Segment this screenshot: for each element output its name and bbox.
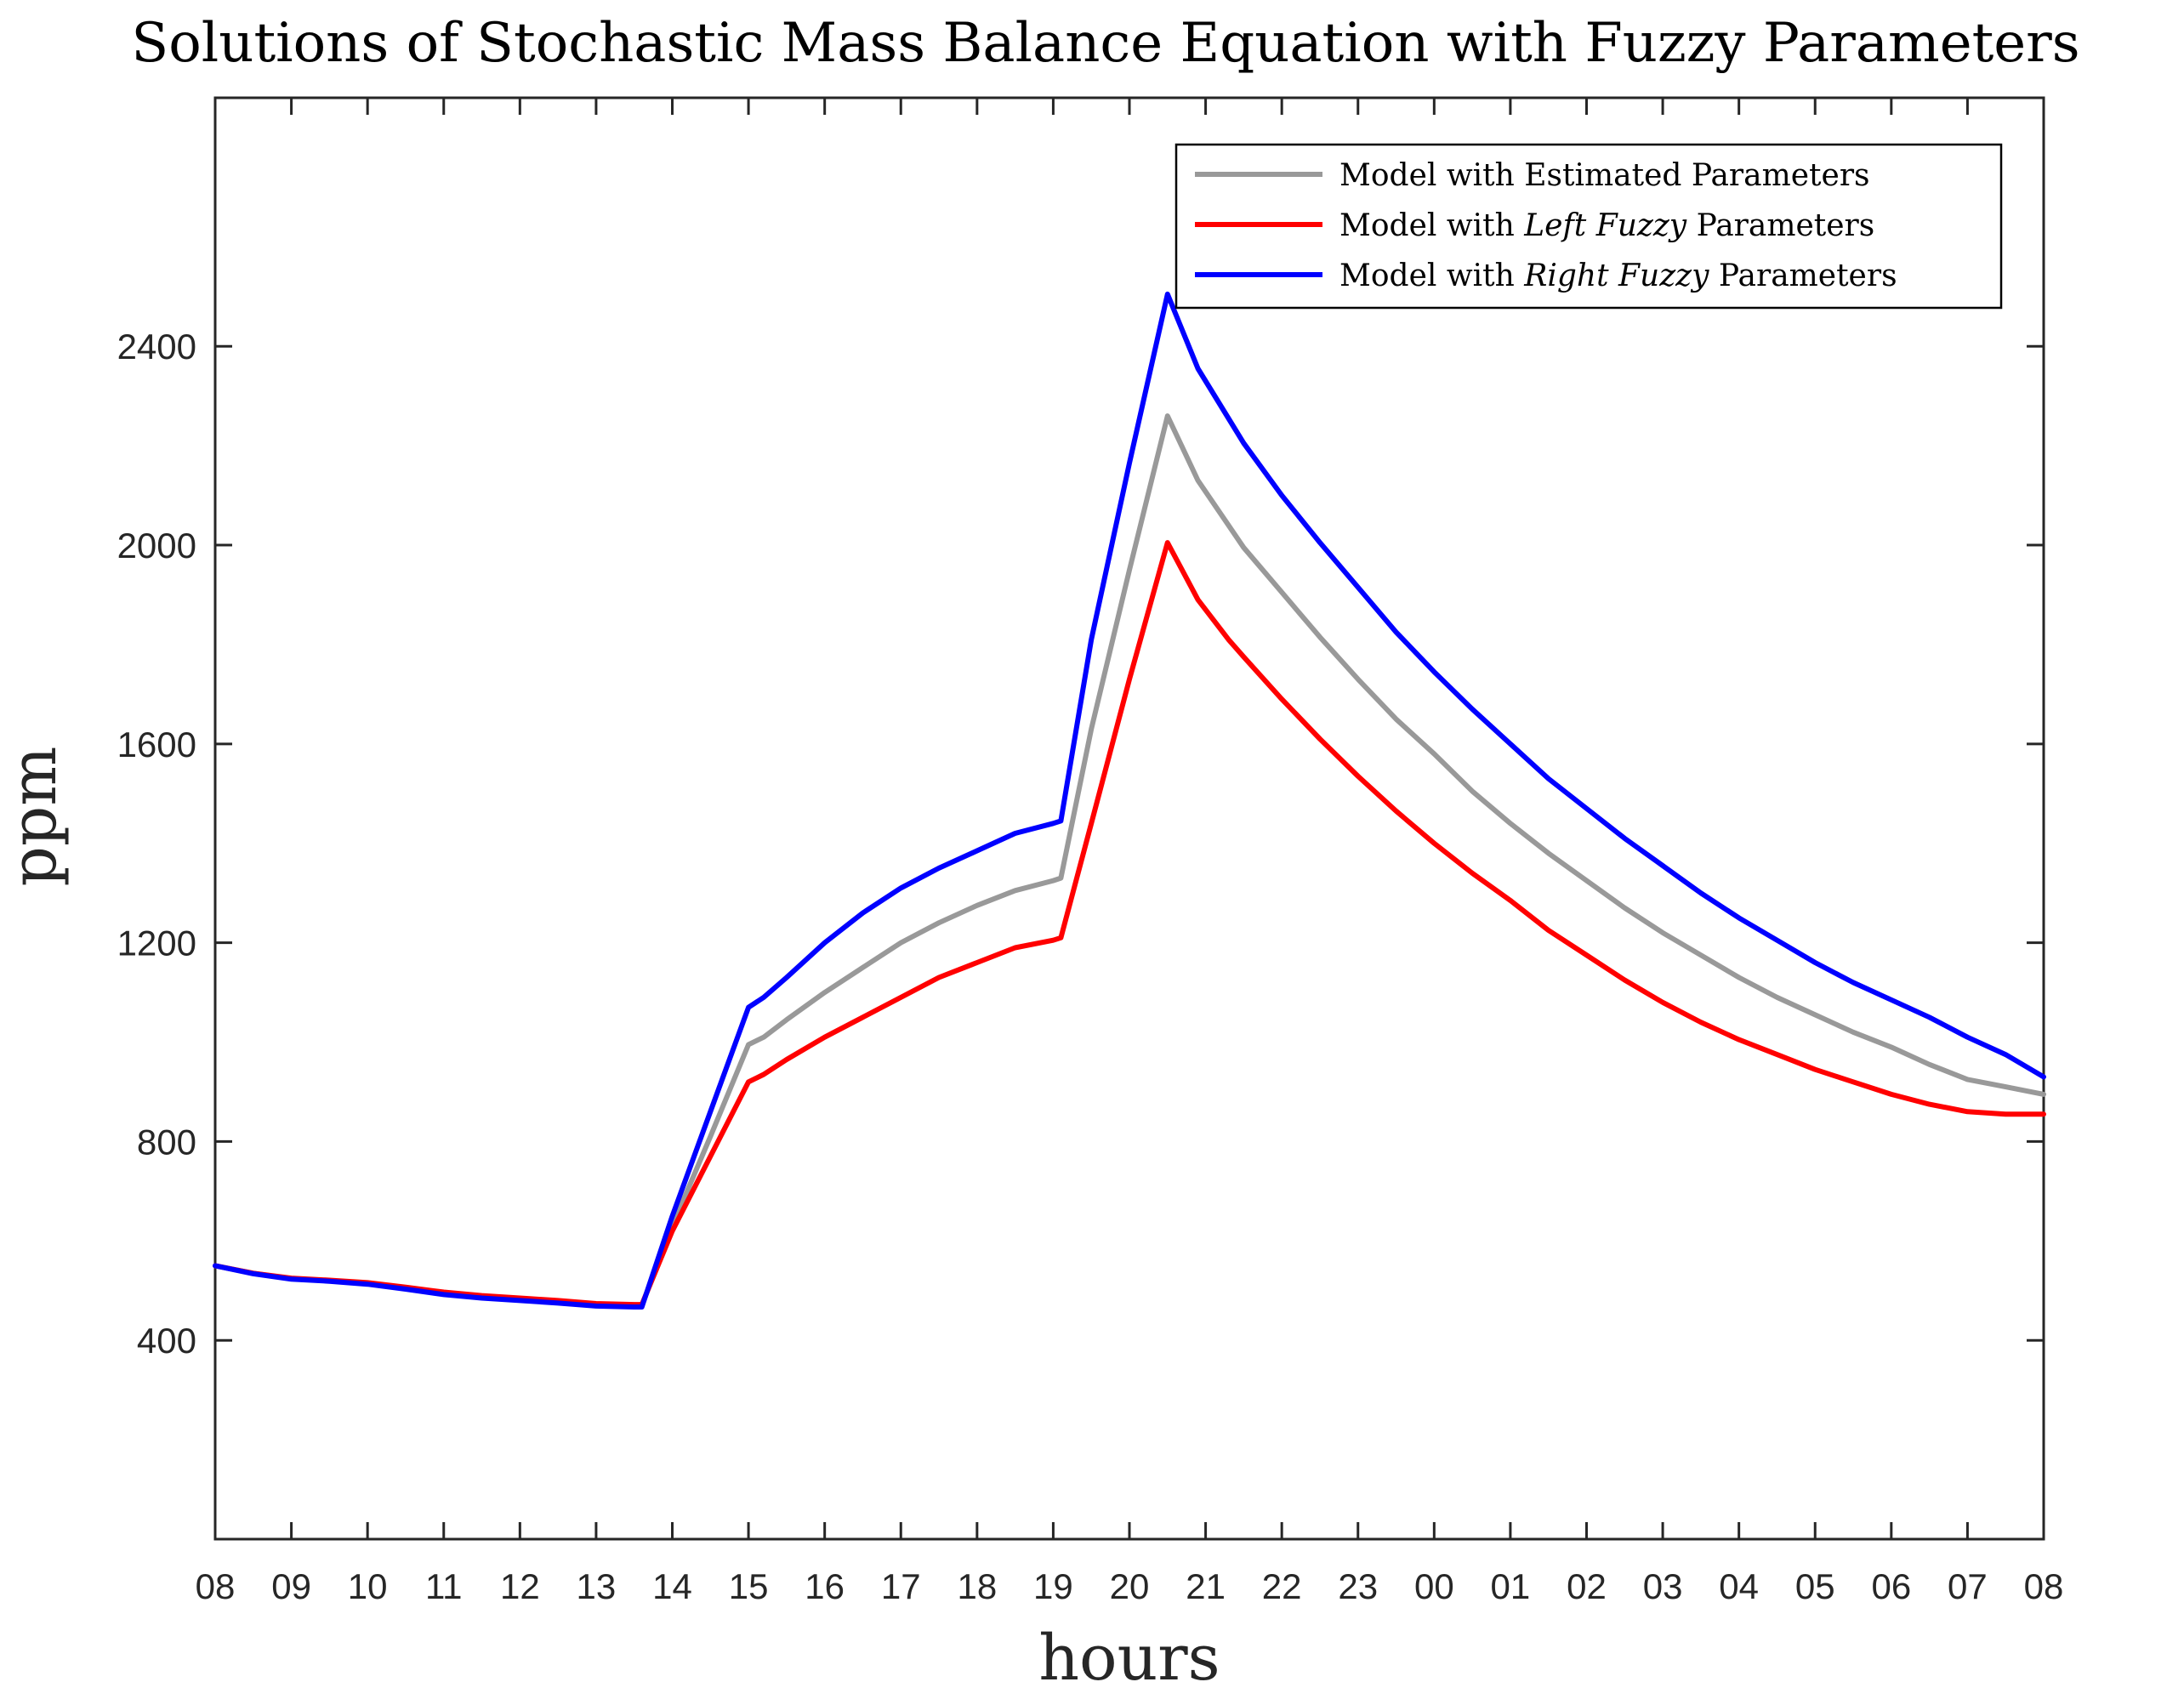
x-tick-label: 18 xyxy=(957,1566,997,1606)
legend-label-3: Model with Right Fuzzy Parameters xyxy=(1339,259,1897,293)
x-tick-label: 08 xyxy=(2024,1566,2064,1606)
x-tick-label: 10 xyxy=(348,1566,388,1606)
legend: Model with Estimated Parameters Model wit… xyxy=(1174,143,2003,310)
x-tick-label: 13 xyxy=(577,1566,617,1606)
legend-label-2: Model with Left Fuzzy Parameters xyxy=(1339,208,1874,243)
x-tick-label: 14 xyxy=(652,1566,692,1606)
x-tick-label: 21 xyxy=(1186,1566,1226,1606)
x-tick-label: 23 xyxy=(1338,1566,1378,1606)
x-tick-label: 17 xyxy=(881,1566,921,1606)
plot-area-frame xyxy=(213,96,2045,1541)
y-tick-label: 2400 xyxy=(117,327,196,367)
series-line-3 xyxy=(213,291,2046,1310)
x-tick-label: 06 xyxy=(1871,1566,1911,1606)
x-tick-label: 20 xyxy=(1110,1566,1150,1606)
x-tick-label: 04 xyxy=(1719,1566,1759,1606)
series-lines xyxy=(213,291,2046,1310)
x-tick-label: 22 xyxy=(1262,1566,1302,1606)
x-tick-label: 00 xyxy=(1414,1566,1454,1606)
x-axis-ticks: 08 09 10 11 12 13 14 15 16 17 18 19 20 21 22 23 00 01 02 03… xyxy=(196,98,2064,1606)
x-tick-label: 02 xyxy=(1567,1566,1607,1606)
y-axis-ticks: 400 800 1200 1600 2000 2400 xyxy=(117,327,2044,1361)
x-tick-label: 19 xyxy=(1033,1566,1073,1606)
legend-label-1: Model with Estimated Parameters xyxy=(1339,158,1870,193)
x-tick-label: 15 xyxy=(729,1566,769,1606)
y-tick-label: 400 xyxy=(137,1321,196,1361)
y-tick-label: 2000 xyxy=(117,526,196,565)
y-tick-label: 800 xyxy=(137,1122,196,1162)
legend-entries: Model with Estimated Parameters Model wit… xyxy=(1195,158,1897,293)
x-tick-label: 08 xyxy=(196,1566,236,1606)
y-axis-label: ppm xyxy=(0,747,71,887)
x-tick-label: 05 xyxy=(1795,1566,1835,1606)
x-tick-label: 03 xyxy=(1643,1566,1683,1606)
chart-title: Solutions of Stochastic Mass Balance Equ… xyxy=(131,12,2079,75)
x-tick-label: 01 xyxy=(1491,1566,1531,1606)
x-tick-label: 12 xyxy=(500,1566,540,1606)
x-tick-label: 16 xyxy=(805,1566,845,1606)
x-tick-label: 07 xyxy=(1948,1566,1988,1606)
x-axis-label: hours xyxy=(1038,1622,1220,1695)
x-tick-label: 09 xyxy=(271,1566,311,1606)
y-tick-label: 1600 xyxy=(117,724,196,764)
x-tick-label: 11 xyxy=(425,1566,463,1606)
y-tick-label: 1200 xyxy=(117,923,196,963)
